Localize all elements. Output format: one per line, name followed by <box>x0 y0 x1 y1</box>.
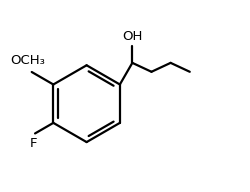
Text: F: F <box>30 137 37 150</box>
Text: OCH₃: OCH₃ <box>10 54 45 67</box>
Text: OH: OH <box>122 30 142 43</box>
